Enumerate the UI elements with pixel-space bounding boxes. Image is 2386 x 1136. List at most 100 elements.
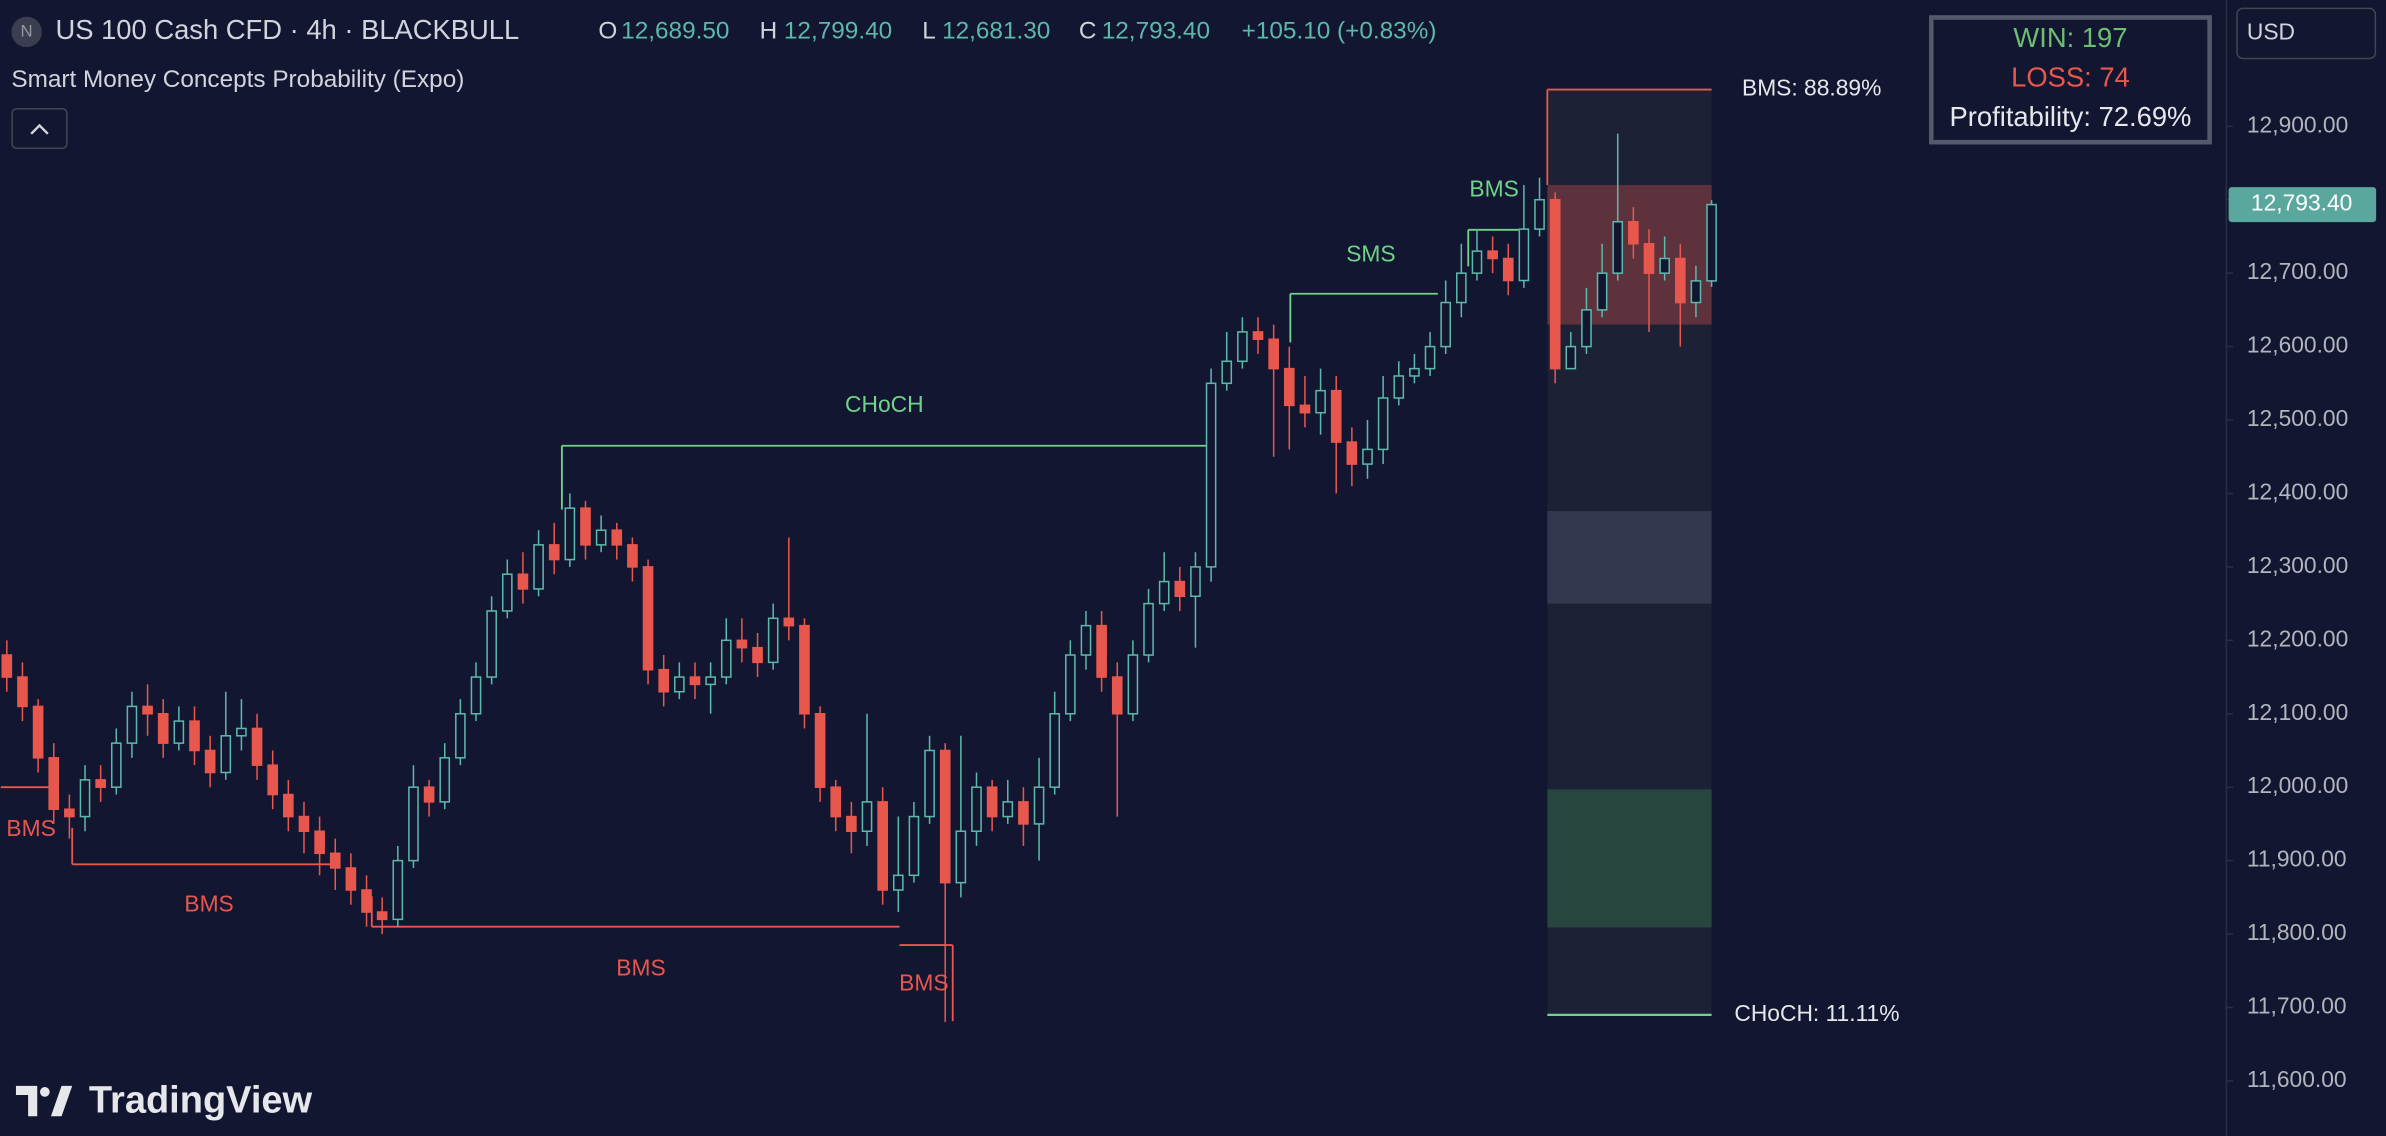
candle-body xyxy=(1424,345,1436,370)
y-tick-label: 12,300.00 xyxy=(2247,552,2348,578)
logo-icon xyxy=(15,1085,73,1117)
structure-label: CHoCH xyxy=(845,391,924,417)
candle-body xyxy=(877,801,888,891)
candle-body xyxy=(1283,367,1295,407)
structure-label: BMS xyxy=(6,815,55,841)
candle-body xyxy=(110,742,122,788)
candle-body xyxy=(486,610,497,678)
candle-body xyxy=(939,749,951,884)
candle-body xyxy=(1190,566,1201,598)
candle-body xyxy=(157,713,169,744)
candle-body xyxy=(455,713,466,759)
candle-body xyxy=(1018,801,1029,825)
candle-body xyxy=(767,617,779,664)
candle-body xyxy=(142,705,153,715)
plot-area: BMS: 88.89% CHoCH: 11.11% BMS BMS BMS BMS CHoC… xyxy=(0,75,1900,1026)
candle-body xyxy=(283,793,294,818)
candle-body xyxy=(720,639,732,678)
last-price-tag xyxy=(2228,187,2377,223)
candle-body xyxy=(595,529,607,546)
candle-body xyxy=(1158,580,1170,605)
candle-body xyxy=(830,786,842,818)
candle-body xyxy=(658,668,670,693)
open-label: O xyxy=(598,17,617,44)
collapse-button[interactable] xyxy=(11,107,68,150)
candle-body xyxy=(1706,203,1717,282)
candle-body xyxy=(1612,221,1624,274)
candle-body xyxy=(1534,198,1545,230)
candle-body xyxy=(705,676,716,686)
last-price-label: 12,793.40 xyxy=(2251,190,2352,216)
candle-body xyxy=(32,705,44,759)
candle-body xyxy=(361,889,372,913)
open-value: 12,689.50 xyxy=(621,17,729,44)
candle-body xyxy=(642,566,654,671)
loss-count: LOSS: 74 xyxy=(2011,61,2130,92)
candle-body xyxy=(986,786,998,818)
candle-body xyxy=(204,749,216,774)
candle-body xyxy=(470,676,482,715)
structure-label: BMS xyxy=(1469,175,1518,201)
candle-body xyxy=(1549,198,1561,370)
y-tick-label: 12,400.00 xyxy=(2247,478,2348,504)
probability-zone xyxy=(1547,511,1712,604)
probability-zone xyxy=(1547,185,1712,325)
candle-body xyxy=(1174,580,1186,598)
candle-body xyxy=(814,713,826,788)
y-tick-label: 11,800.00 xyxy=(2247,919,2347,945)
candle-body xyxy=(1,654,13,678)
probability-top-label: BMS: 88.89% xyxy=(1742,75,1881,101)
candle-body xyxy=(1596,272,1608,311)
candle-body xyxy=(517,573,529,590)
symbol-title: US 100 Cash CFD · 4h · BLACKBULL xyxy=(55,14,519,45)
candle-body xyxy=(689,676,701,686)
candle-body xyxy=(1409,367,1420,377)
structure-label: SMS xyxy=(1346,241,1395,267)
symbol-icon: N xyxy=(21,21,33,40)
candle-body xyxy=(376,911,388,921)
candle-body xyxy=(1393,375,1405,399)
candle-body xyxy=(736,639,748,649)
candle-body xyxy=(1065,654,1076,715)
candle-body xyxy=(251,727,263,766)
candle-body xyxy=(95,779,106,788)
candle-body xyxy=(1096,624,1107,678)
logo-dot xyxy=(39,1087,50,1097)
candle-body xyxy=(908,815,920,877)
candle-body xyxy=(1362,448,1373,465)
candle-body xyxy=(1659,257,1670,274)
currency-button[interactable] xyxy=(2236,7,2377,60)
candle-body xyxy=(423,786,435,803)
candle-body xyxy=(955,830,967,884)
y-tick-label: 11,700.00 xyxy=(2247,993,2347,1019)
close-label: C xyxy=(1079,17,1097,44)
candle-body xyxy=(1643,243,1655,274)
candle-body xyxy=(392,859,404,921)
close-value: 12,793.40 xyxy=(1102,17,1210,44)
change: +105.10 (+0.83%) xyxy=(1242,17,1437,44)
y-tick-label: 12,200.00 xyxy=(2247,625,2348,651)
candle-body xyxy=(1565,345,1577,370)
candle-body xyxy=(1205,382,1217,568)
candle-body xyxy=(1346,441,1358,465)
candle-body xyxy=(1502,257,1514,282)
candle-body xyxy=(64,808,75,818)
candle-body xyxy=(548,544,560,561)
candle-body xyxy=(580,507,591,546)
y-tick-label: 12,100.00 xyxy=(2247,699,2348,725)
candle-body xyxy=(1002,801,1014,818)
candle-body xyxy=(924,749,935,818)
collapse-icon xyxy=(30,123,49,135)
y-tick-label: 12,000.00 xyxy=(2247,772,2348,798)
stats-box xyxy=(1929,15,2212,145)
y-tick-label: 11,900.00 xyxy=(2247,846,2347,872)
low-label: L xyxy=(922,17,936,44)
candle-body xyxy=(627,544,638,568)
logo-text: TradingView xyxy=(89,1080,313,1122)
candle-body xyxy=(329,852,341,869)
candle-body xyxy=(48,757,60,810)
candle-body xyxy=(846,815,857,833)
probability-bottom-label: CHoCH: 11.11% xyxy=(1734,1000,1899,1026)
structure-label: BMS xyxy=(616,954,665,980)
